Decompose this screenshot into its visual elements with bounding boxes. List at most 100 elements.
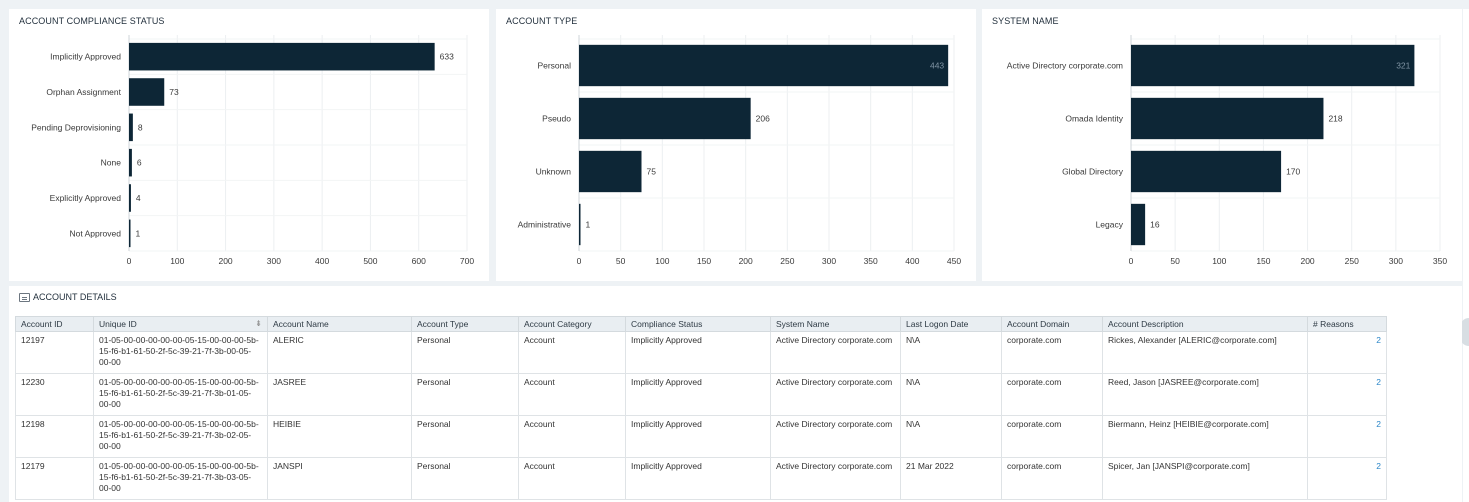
column-header-compliance-status[interactable]: Compliance Status [625,316,771,332]
tick-label: 50 [616,256,626,266]
data-label: 1 [586,220,591,230]
data-label: 1 [136,228,141,238]
cell-account-description: Spicer, Jan [JANSPI@corporate.com] [1102,457,1308,500]
column-header-account-category[interactable]: Account Category [518,316,626,332]
category-label: Active Directory corporate.com [1007,61,1123,71]
cell-account-name: HEIBIE [267,415,412,458]
cell-account-name: JASREE [267,373,412,416]
column-header-account-domain[interactable]: Account Domain [1001,316,1103,332]
data-label: 443 [930,61,944,71]
cell-account-type: Personal [411,415,519,458]
tick-label: 300 [267,256,281,266]
cell-unique-id: 01-05-00-00-00-00-00-05-15-00-00-00-5b-1… [93,331,268,374]
tick-label: 500 [363,256,377,266]
bar [579,150,642,193]
cell-account-category: Account [518,457,626,500]
category-label: Administrative [518,220,572,230]
column-header-account-name[interactable]: Account Name [267,316,412,332]
tick-label: 450 [947,256,961,266]
table-row[interactable]: 12179 01-05-00-00-00-00-00-05-15-00-00-0… [15,457,1387,500]
bar [1131,97,1324,140]
table-row[interactable]: 12197 01-05-00-00-00-00-00-05-15-00-00-0… [15,331,1387,374]
tick-label: 200 [218,256,232,266]
tick-label: 0 [127,256,132,266]
bar [129,113,133,142]
tick-label: 0 [1129,256,1134,266]
reasons-link[interactable]: 2 [1307,331,1387,374]
tick-label: 50 [1170,256,1180,266]
cell-account-description: Reed, Jason [JASREE@corporate.com] [1102,373,1308,416]
account-details-section: ACCOUNT DETAILS Account ID Unique ID ⇟ Ac… [9,286,1462,502]
cell-account-type: Personal [411,373,519,416]
category-label: Explicitly Approved [50,193,122,203]
bar [579,203,581,246]
data-label: 73 [169,87,179,97]
cell-account-type: Personal [411,457,519,500]
category-label: Pseudo [542,114,571,124]
data-label: 170 [1286,167,1300,177]
compliance-status-chart: 0 100 200 300 400 500 600 700 Implicitly Approve… [31,35,474,266]
account-type-panel: ACCOUNT TYPE 0 50 100 150 200 250 300 350 400 450… [496,9,976,281]
reasons-link[interactable]: 2 [1307,415,1387,458]
category-label: Personal [537,61,571,71]
column-header-reasons[interactable]: # Reasons [1307,316,1387,332]
tick-label: 600 [412,256,426,266]
bar [129,78,165,106]
table-row[interactable]: 12198 01-05-00-00-00-00-00-05-15-00-00-0… [15,415,1387,458]
category-label: Global Directory [1062,167,1124,177]
filter-icon[interactable]: ⇟ [255,319,262,328]
bar [1131,203,1146,246]
column-header-account-type[interactable]: Account Type [411,316,519,332]
tick-label: 200 [1300,256,1314,266]
table-icon [19,292,30,302]
cell-system-name: Active Directory corporate.com [770,457,901,500]
tick-label: 0 [577,256,582,266]
tick-label: 250 [780,256,794,266]
category-label: Legacy [1096,220,1124,230]
table-row[interactable]: 12230 01-05-00-00-00-00-00-05-15-00-00-0… [15,373,1387,416]
tick-label: 350 [1433,256,1447,266]
account-details-header: ACCOUNT DETAILS [19,292,117,302]
data-label: 16 [1150,220,1160,230]
cell-account-domain: corporate.com [1001,457,1103,500]
column-header-last-logon-date[interactable]: Last Logon Date [900,316,1002,332]
right-edge-strip [1463,9,1469,502]
category-label: Pending Deprovisioning [31,122,121,132]
column-header-account-description[interactable]: Account Description [1102,316,1308,332]
cell-last-logon-date: N\A [900,373,1002,416]
table-header-row: Account ID Unique ID ⇟ Account Name Accou… [15,316,1387,332]
cell-system-name: Active Directory corporate.com [770,415,901,458]
cell-account-id: 12179 [15,457,94,500]
cell-account-category: Account [518,373,626,416]
data-label: 6 [137,158,142,168]
cell-account-id: 12198 [15,415,94,458]
cell-system-name: Active Directory corporate.com [770,373,901,416]
column-header-unique-id[interactable]: Unique ID ⇟ [93,316,268,332]
cell-compliance-status: Implicitly Approved [625,331,771,374]
tick-label: 700 [460,256,474,266]
reasons-link[interactable]: 2 [1307,373,1387,416]
reasons-link[interactable]: 2 [1307,457,1387,500]
cell-account-description: Biermann, Heinz [HEIBIE@corporate.com] [1102,415,1308,458]
category-label: None [101,158,122,168]
cell-account-id: 12230 [15,373,94,416]
panel-title: ACCOUNT TYPE [506,16,578,26]
bar [129,219,131,248]
column-header-account-id[interactable]: Account ID [15,316,94,332]
bar [1131,44,1415,87]
tick-label: 300 [822,256,836,266]
account-details-table: Account ID Unique ID ⇟ Account Name Accou… [15,316,1387,500]
cell-last-logon-date: N\A [900,331,1002,374]
account-details-title: ACCOUNT DETAILS [33,292,117,302]
data-label: 321 [1396,61,1410,71]
cell-last-logon-date: N\A [900,415,1002,458]
cell-unique-id: 01-05-00-00-00-00-00-05-15-00-00-00-5b-1… [93,457,268,500]
cell-account-domain: corporate.com [1001,373,1103,416]
bar [579,97,751,140]
cell-account-category: Account [518,331,626,374]
column-header-system-name[interactable]: System Name [770,316,901,332]
cell-system-name: Active Directory corporate.com [770,331,901,374]
side-panel-handle[interactable] [1460,318,1469,346]
cell-last-logon-date: 21 Mar 2022 [900,457,1002,500]
data-label: 75 [647,167,657,177]
